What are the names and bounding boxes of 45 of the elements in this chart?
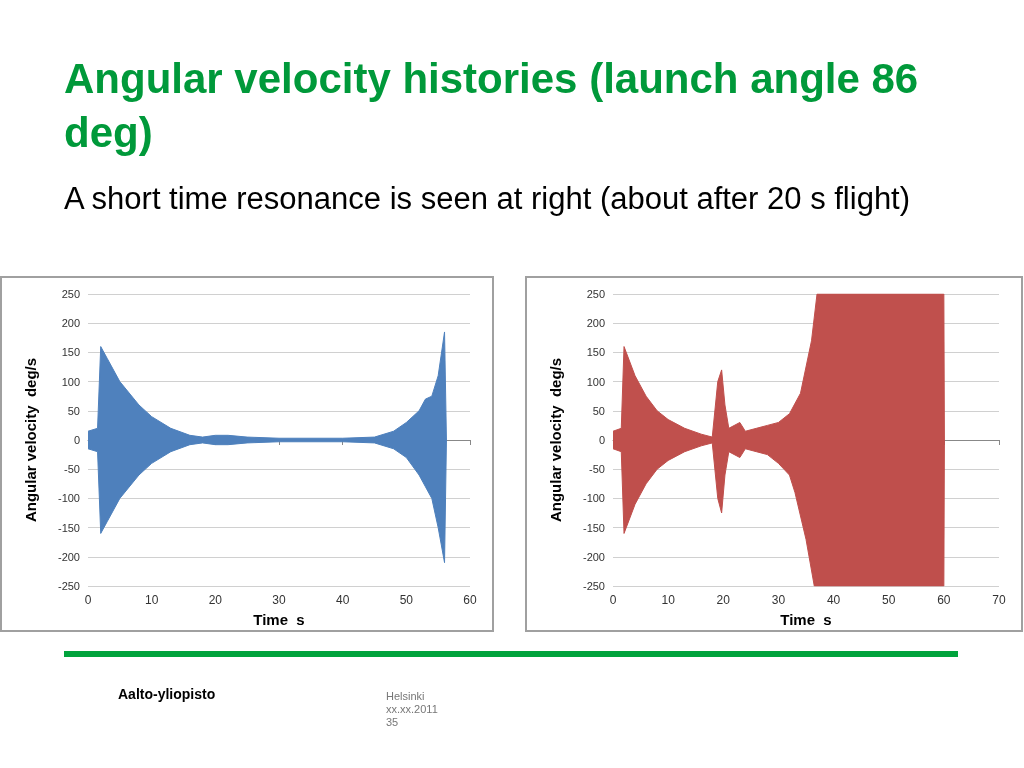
y-tick-label: 0 (598, 434, 605, 446)
y-tick-label: 100 (61, 375, 80, 388)
x-tick-label: 40 (335, 593, 350, 607)
text: A short time resonance is seen at right (about after 20 s flight) (64, 180, 912, 218)
y-tick-label: 100 (586, 375, 605, 388)
text: Helsinki xx.xx.2011 35 (386, 690, 438, 729)
y-tick-label: -250 (582, 580, 605, 592)
y-tick-label: -200 (582, 550, 605, 563)
x-tick-label: 20 (716, 593, 731, 607)
y-axis-title: Angular velocity deg/s (547, 357, 564, 523)
x-tick-label: 30 (771, 593, 786, 607)
x-tick-label: 0 (84, 593, 92, 607)
x-tick-label: 40 (826, 593, 841, 607)
y-tick-label: 150 (61, 346, 80, 359)
x-tick-label: 60 (937, 593, 951, 607)
y-tick-label: -200 (57, 550, 80, 563)
x-tick-label: 30 (272, 593, 286, 607)
y-tick-label: 200 (586, 317, 605, 330)
text: Aalto-yliopisto (118, 686, 216, 702)
x-tick-label: 20 (208, 593, 223, 607)
x-tick-label: 0 (609, 593, 617, 607)
x-tick-label: 10 (661, 593, 676, 607)
y-tick-label: 50 (67, 404, 80, 417)
x-tick-label: 10 (144, 593, 159, 607)
y-tick-label: 250 (61, 288, 80, 300)
text: Angular velocity histories (launch angle 86 deg) (64, 54, 920, 158)
y-tick-label: 0 (73, 434, 80, 446)
y-tick-label: -150 (57, 521, 80, 534)
x-axis-title: Time s (780, 611, 832, 628)
y-tick-label: -250 (57, 580, 80, 592)
y-axis-title: Angular velocity deg/s (22, 357, 39, 523)
y-tick-label: -50 (589, 463, 605, 476)
x-tick-label: 50 (882, 593, 896, 607)
x-tick-label: 60 (463, 593, 477, 607)
y-tick-label: -50 (64, 463, 80, 476)
y-tick-label: 50 (592, 404, 605, 417)
y-tick-label: -150 (582, 521, 605, 534)
y-tick-label: 250 (586, 288, 605, 300)
y-tick-label: 200 (61, 317, 80, 330)
y-tick-label: 150 (586, 346, 605, 359)
y-tick-label: -100 (582, 492, 605, 505)
x-tick-label: 50 (399, 593, 414, 607)
x-axis-title: Time s (253, 611, 305, 628)
y-tick-label: -100 (57, 492, 80, 505)
x-tick-label: 70 (992, 593, 1006, 607)
